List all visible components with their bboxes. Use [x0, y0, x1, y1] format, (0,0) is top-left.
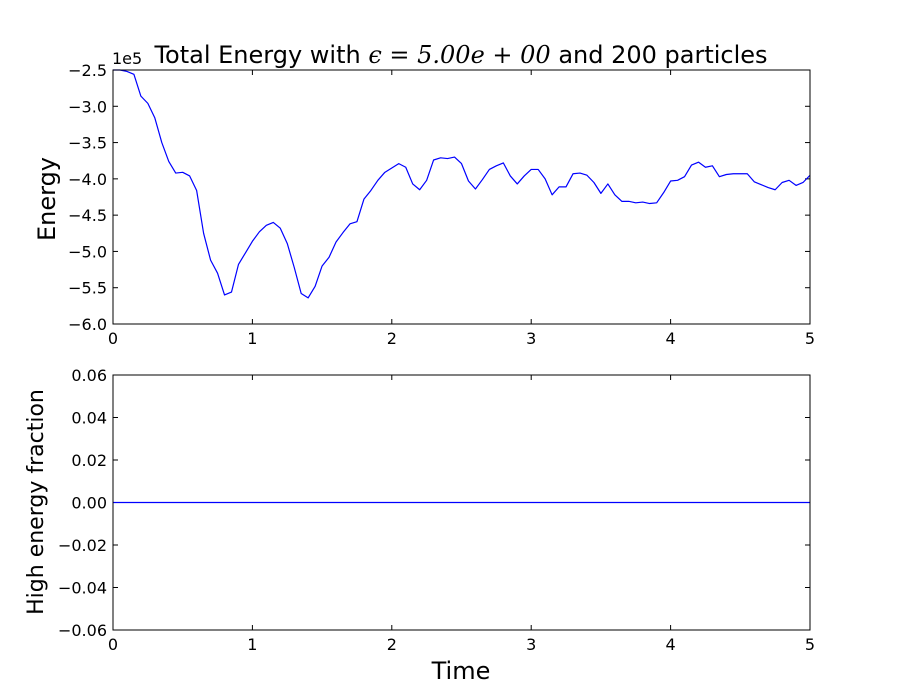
fraction-y-tick-label: 0.06 [71, 366, 107, 385]
fraction-plot: High energy fraction Time 0 1 2 3 4 5 0.06 0.04… [24, 366, 815, 685]
energy-x-tick-label: 5 [805, 329, 815, 348]
fraction-x-tick-label: 5 [805, 635, 815, 654]
energy-plot: Total Energy with ϵ = 5.00e + 00 and 200… [33, 41, 815, 348]
energy-y-tick-label: −5.5 [68, 279, 107, 298]
fraction-x-tick-label: 0 [108, 635, 118, 654]
energy-y-tick-label: −3.0 [68, 97, 107, 116]
y-axis-label-energy: Energy [33, 157, 61, 241]
title-text-start: Total Energy with [153, 41, 368, 69]
energy-y-tick-label: −4.0 [68, 170, 107, 189]
energy-plot-frame [112, 69, 811, 325]
energy-x-tick-label: 0 [108, 329, 118, 348]
chart-title: Total Energy with ϵ = 5.00e + 00 and 200… [153, 41, 767, 69]
energy-x-tick-label: 3 [526, 329, 536, 348]
y-axis-label-fraction: High energy fraction [24, 389, 49, 615]
fraction-y-tick-label: −0.06 [58, 621, 107, 640]
fraction-x-tick-label: 3 [526, 635, 536, 654]
fraction-x-tick-label: 1 [247, 635, 257, 654]
energy-y-tick-label: −5.0 [68, 242, 107, 261]
energy-y-tick-label: −4.5 [68, 206, 107, 225]
fraction-x-tick-label: 4 [666, 635, 676, 654]
energy-y-tick-label: −3.5 [68, 134, 107, 153]
energy-x-tick-label: 4 [666, 329, 676, 348]
fraction-plot-frame [112, 374, 811, 631]
y-offset-label: 1e5 [112, 49, 142, 68]
energy-y-tick-label: −6.0 [68, 315, 107, 334]
energy-series-line [113, 69, 811, 299]
title-epsilon-math: ϵ = 5.00e + 00 [368, 41, 550, 69]
fraction-y-tick-label: 0.04 [71, 409, 107, 428]
title-text-end: and 200 particles [551, 41, 768, 69]
fraction-x-tick-label: 2 [387, 635, 397, 654]
energy-y-tick-label: −2.5 [68, 61, 107, 80]
energy-x-tick-label: 1 [247, 329, 257, 348]
fraction-y-tick-label: 0.00 [71, 494, 107, 513]
fraction-y-tick-label: −0.02 [58, 536, 107, 555]
fraction-y-tick-label: 0.02 [71, 451, 107, 470]
x-axis-label-time: Time [431, 657, 491, 685]
fraction-y-tick-label: −0.04 [58, 579, 107, 598]
energy-x-tick-label: 2 [387, 329, 397, 348]
